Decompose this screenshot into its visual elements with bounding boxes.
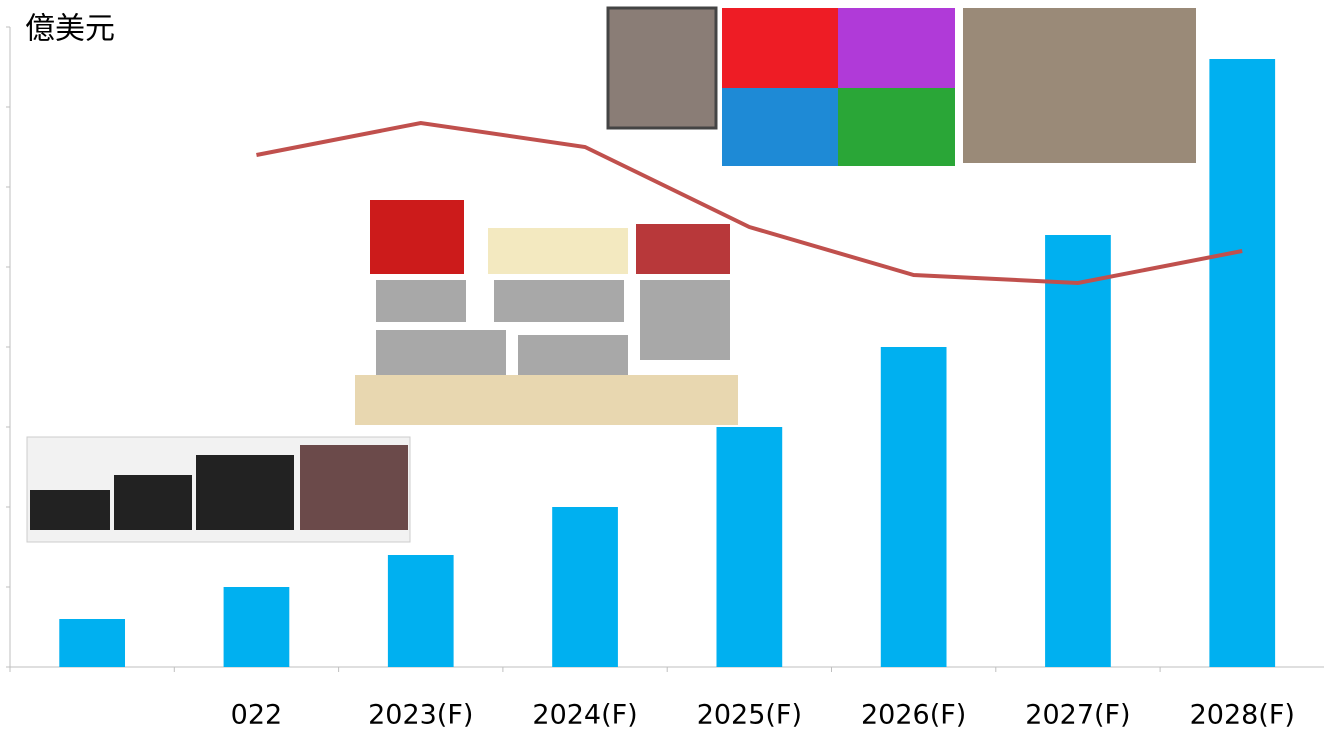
shelf-label-photo bbox=[370, 200, 464, 274]
line bbox=[256, 120, 1243, 286]
x-tick-label: 2024(F) bbox=[532, 700, 637, 731]
shadow-box bbox=[640, 280, 730, 360]
car-photo bbox=[722, 88, 838, 166]
price-label-photo bbox=[355, 375, 738, 425]
car-photo bbox=[838, 8, 955, 88]
shelf-label-photo bbox=[636, 224, 730, 274]
bar bbox=[223, 587, 290, 667]
bakery-photo bbox=[963, 8, 1196, 163]
esl-device bbox=[114, 475, 192, 530]
bar bbox=[1209, 59, 1276, 667]
ereader-photo bbox=[606, 6, 718, 130]
x-tick-label: 2028(F) bbox=[1190, 700, 1295, 731]
bar bbox=[59, 619, 126, 667]
x-tick-label: 2023(F) bbox=[368, 700, 473, 731]
photo-overlays bbox=[26, 6, 1196, 543]
bar bbox=[387, 555, 454, 667]
bar bbox=[1045, 235, 1111, 667]
bar bbox=[716, 427, 783, 667]
x-tick-label: 2027(F) bbox=[1025, 700, 1130, 731]
x-tick-label: 022 bbox=[231, 700, 283, 731]
axis-unit-title: 億美元 bbox=[25, 12, 115, 47]
bar bbox=[552, 507, 618, 667]
esl-device bbox=[30, 490, 110, 530]
shadow-box bbox=[376, 280, 466, 322]
esl-device bbox=[196, 455, 294, 530]
car-photo bbox=[722, 8, 838, 88]
esl-device bbox=[300, 445, 408, 530]
shadow-box bbox=[494, 280, 624, 322]
car-photo bbox=[838, 88, 955, 166]
x-tick-label: 2025(F) bbox=[697, 700, 802, 731]
shelf-label-photo bbox=[488, 228, 628, 274]
x-tick-label: 2026(F) bbox=[861, 700, 966, 731]
bar bbox=[880, 347, 947, 667]
